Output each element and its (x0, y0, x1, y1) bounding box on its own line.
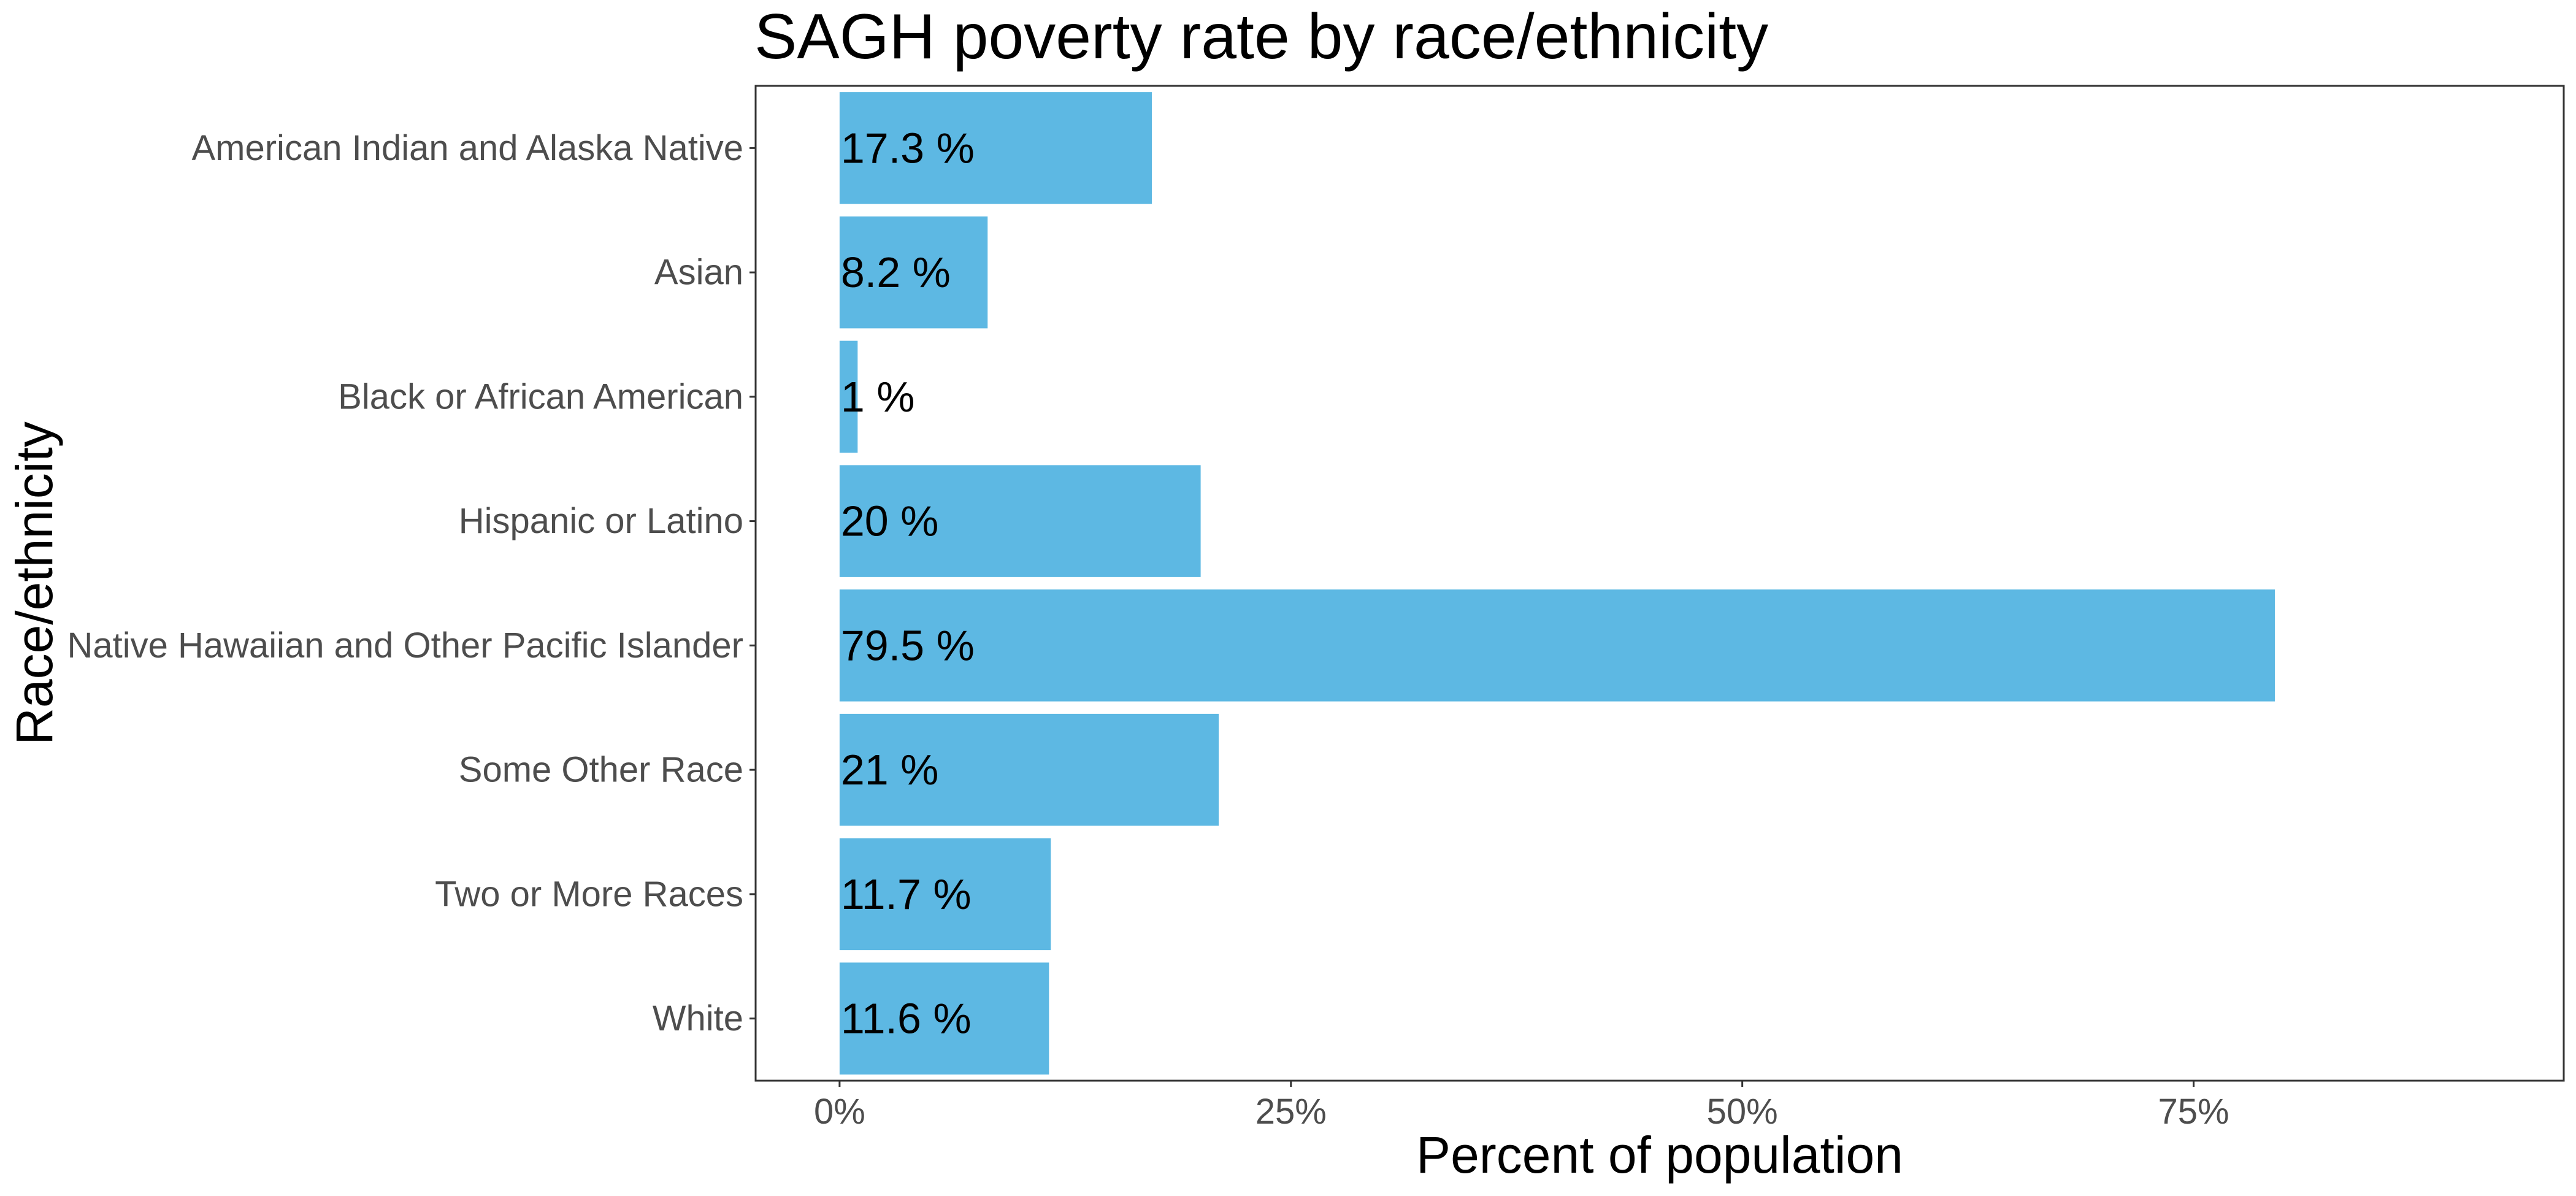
y-tick-label-white: White (653, 999, 743, 1038)
y-axis: American Indian and Alaska Native Asian Bl… (67, 128, 756, 1038)
x-axis-title: Percent of population (1416, 1126, 1903, 1184)
bars-group (839, 92, 2275, 1075)
x-tick-label-75: 75% (2158, 1092, 2229, 1132)
data-labels-group: 17.3 % 8.2 % 1 % 20 % 79.5 % 21 % 11.7 % 11.6 % (841, 124, 975, 1042)
bar-some-other-race (839, 713, 1219, 826)
bar-native-hawaiian-and-other-pacific-islander (839, 589, 2275, 702)
x-axis: 0% 25% 50% 75% (814, 1081, 2229, 1132)
y-axis-title: Race/ethnicity (6, 421, 63, 745)
data-label-asian: 8.2 % (841, 248, 951, 296)
bar-hispanic-or-latino (839, 465, 1201, 577)
y-tick-label-some-other-race: Some Other Race (459, 750, 743, 790)
bar-white (839, 962, 1049, 1075)
plot-panel (754, 85, 2565, 1082)
x-tick-label-25: 25% (1255, 1092, 1327, 1132)
bar-black-or-african-american (839, 340, 858, 453)
y-tick-label-hispanic-or-latino: Hispanic or Latino (459, 501, 743, 541)
data-label-hispanic-or-latino: 20 % (841, 497, 939, 545)
y-tick-label-two-or-more-races: Two or More Races (435, 874, 743, 914)
chart-title: SAGH poverty rate by race/ethnicity (754, 1, 1768, 72)
y-tick-label-american-indian-and-alaska-native: American Indian and Alaska Native (191, 128, 743, 168)
x-tick-label-50: 50% (1707, 1092, 1778, 1132)
data-label-black-or-african-american: 1 % (841, 373, 915, 421)
bar-american-indian-and-alaska-native (839, 92, 1152, 204)
bar-asian (839, 216, 988, 329)
x-tick-label-0: 0% (814, 1092, 865, 1132)
data-label-american-indian-and-alaska-native: 17.3 % (841, 124, 975, 172)
data-label-some-other-race: 21 % (841, 746, 939, 794)
data-label-native-hawaiian-and-other-pacific-islander: 79.5 % (841, 621, 975, 669)
y-tick-label-native-hawaiian-and-other-pacific-islander: Native Hawaiian and Other Pacific Island… (67, 626, 743, 665)
bar-two-or-more-races (839, 838, 1051, 951)
data-label-two-or-more-races: 11.7 % (841, 870, 972, 918)
y-tick-label-asian: Asian (654, 253, 743, 293)
y-tick-label-black-or-african-american: Black or African American (338, 377, 743, 416)
data-label-white: 11.6 % (841, 995, 972, 1043)
